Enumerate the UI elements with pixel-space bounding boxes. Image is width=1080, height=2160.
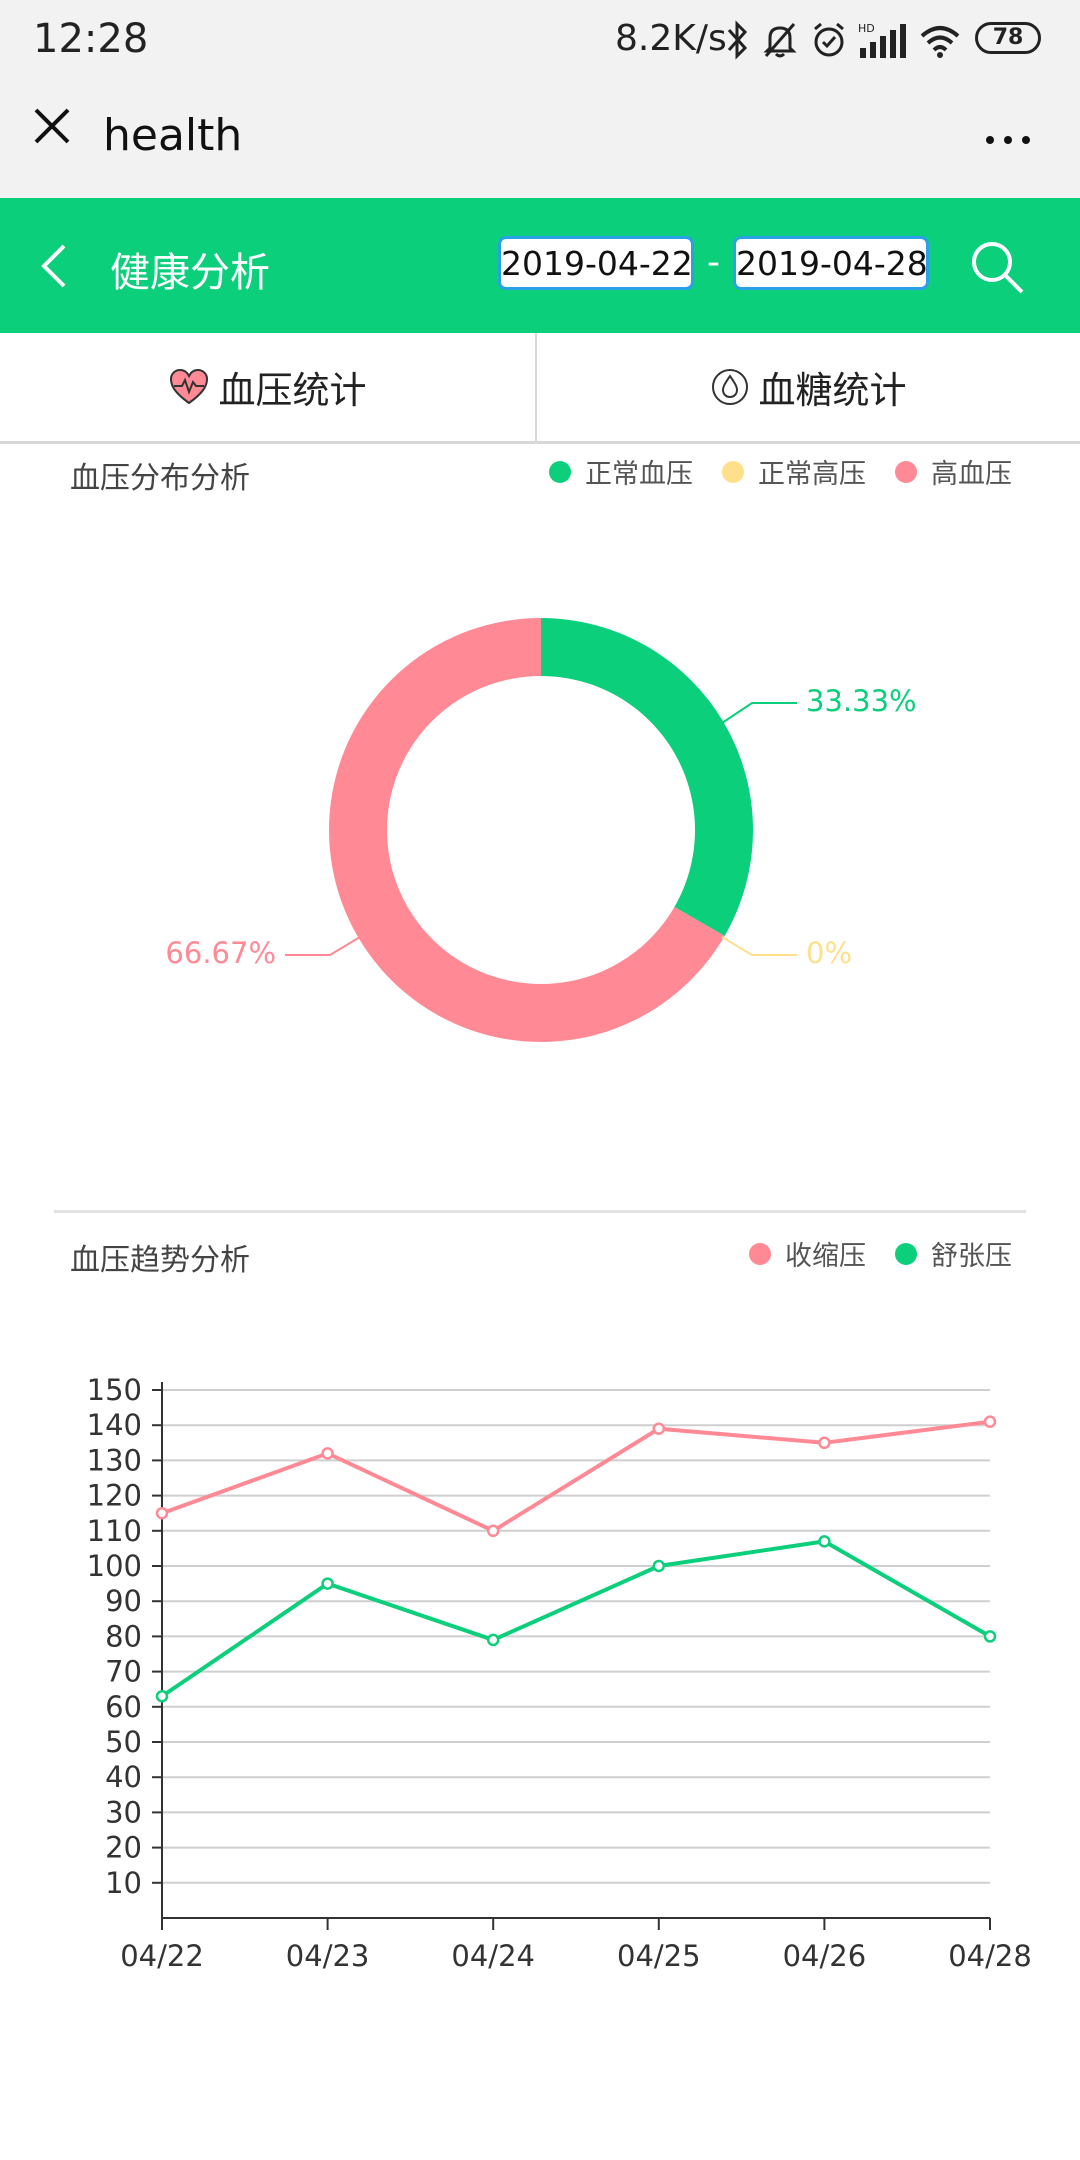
y-tick-label: 10 <box>105 1866 142 1900</box>
diastolic-point <box>983 1630 997 1643</box>
x-tick-label: 04/25 <box>617 1939 701 1973</box>
systolic-point <box>652 1422 666 1435</box>
tab-blood-sugar[interactable]: 血糖统计 <box>537 333 1080 441</box>
battery-indicator: 78 <box>975 22 1041 54</box>
y-tick-label: 40 <box>105 1760 142 1794</box>
diastolic-point <box>155 1689 169 1703</box>
y-tick-label: 20 <box>105 1831 142 1865</box>
app-title: health <box>103 110 243 161</box>
label-hypertension: 66.67% <box>165 936 276 970</box>
drop-icon <box>711 369 748 405</box>
legend-normal[interactable]: 正常血压 <box>549 452 693 491</box>
section-divider <box>54 1210 1026 1213</box>
network-speed: 8.2K/s <box>615 18 727 59</box>
bell-muted-icon <box>763 23 797 58</box>
legend-label: 正常血压 <box>585 459 693 490</box>
y-tick-label: 70 <box>105 1655 142 1689</box>
status-bar: 12:28 8.2K/s HD 78 <box>0 0 1080 78</box>
legend-systolic[interactable]: 收缩压 <box>749 1234 866 1273</box>
y-tick-label: 150 <box>87 1373 142 1407</box>
distribution-title: 血压分布分析 <box>70 461 250 496</box>
end-date-input[interactable] <box>733 236 929 290</box>
trend-title: 血压趋势分析 <box>70 1243 250 1278</box>
x-tick-label: 04/28 <box>948 1939 1032 1973</box>
legend-label: 舒张压 <box>931 1241 1012 1272</box>
signal-hd-icon: HD <box>858 22 906 58</box>
x-tick-label: 04/22 <box>120 1939 204 1973</box>
title-bar: health <box>0 78 1080 198</box>
legend-diastolic[interactable]: 舒张压 <box>895 1234 1012 1273</box>
close-icon[interactable] <box>22 96 82 156</box>
y-tick-label: 130 <box>87 1443 142 1477</box>
y-tick-label: 120 <box>87 1479 142 1513</box>
date-separator: - <box>707 242 720 283</box>
tab-divider <box>535 333 537 441</box>
donut-chart: 33.33% 0% 66.67% <box>165 618 917 1042</box>
tab-label: 血糖统计 <box>758 369 907 412</box>
diastolic-point <box>818 1535 831 1548</box>
page-header: 健康分析 - <box>0 198 1080 333</box>
diastolic-point <box>486 1633 500 1647</box>
svg-text:HD: HD <box>858 22 875 35</box>
legend-high-normal[interactable]: 正常高压 <box>722 452 866 491</box>
y-tick-label: 50 <box>105 1725 142 1759</box>
legend-dot <box>549 460 571 483</box>
legend-dot <box>895 460 917 483</box>
status-time: 12:28 <box>33 16 149 62</box>
heart-pulse-icon <box>169 368 208 405</box>
y-tick-label: 30 <box>105 1795 142 1829</box>
start-date-input[interactable] <box>498 236 694 290</box>
label-line-hypertension <box>285 936 361 956</box>
battery-level: 78 <box>992 25 1024 50</box>
systolic-point <box>155 1506 169 1520</box>
legend-dot <box>722 460 744 483</box>
y-tick-label: 90 <box>105 1584 142 1618</box>
back-icon[interactable] <box>30 236 80 296</box>
page-title: 健康分析 <box>110 250 270 296</box>
systolic-point <box>321 1447 334 1460</box>
tab-label: 血压统计 <box>218 369 367 412</box>
label-normal: 33.33% <box>806 684 917 718</box>
legend-dot <box>749 1242 771 1265</box>
legend-hypertension[interactable]: 高血压 <box>895 452 1012 491</box>
search-icon[interactable] <box>966 236 1028 298</box>
systolic-point <box>486 1524 500 1538</box>
bluetooth-icon <box>727 20 748 60</box>
label-line-normal <box>721 702 797 724</box>
tab-bar: 血压统计 血糖统计 <box>0 333 1080 444</box>
tab-blood-pressure[interactable]: 血压统计 <box>0 333 535 441</box>
y-tick-label: 60 <box>105 1690 142 1724</box>
y-tick-label: 80 <box>105 1619 142 1653</box>
slice-normal[interactable] <box>541 618 754 936</box>
slice-hypertension[interactable] <box>328 618 725 1042</box>
x-tick-label: 04/26 <box>783 1939 867 1973</box>
diastolic-point <box>652 1559 666 1573</box>
legend-dot <box>895 1242 917 1265</box>
x-tick-label: 04/24 <box>451 1939 535 1973</box>
y-tick-label: 100 <box>87 1549 142 1583</box>
y-tick-label: 140 <box>87 1408 142 1442</box>
systolic-point <box>983 1415 997 1428</box>
more-icon[interactable] <box>978 98 1038 158</box>
systolic-point <box>818 1436 831 1450</box>
y-tick-label: 110 <box>87 1514 142 1548</box>
legend-label: 高血压 <box>931 459 1012 490</box>
label-line-high-normal <box>721 936 797 956</box>
systolic-line <box>161 1419 991 1534</box>
label-high-normal: 0% <box>806 936 852 970</box>
wifi-icon <box>920 26 960 58</box>
diastolic-point <box>321 1577 334 1590</box>
alarm-icon <box>814 22 844 57</box>
x-tick-label: 04/23 <box>286 1939 370 1973</box>
legend-label: 正常高压 <box>758 459 866 490</box>
legend-label: 收缩压 <box>785 1241 866 1272</box>
diastolic-line <box>160 1539 991 1698</box>
